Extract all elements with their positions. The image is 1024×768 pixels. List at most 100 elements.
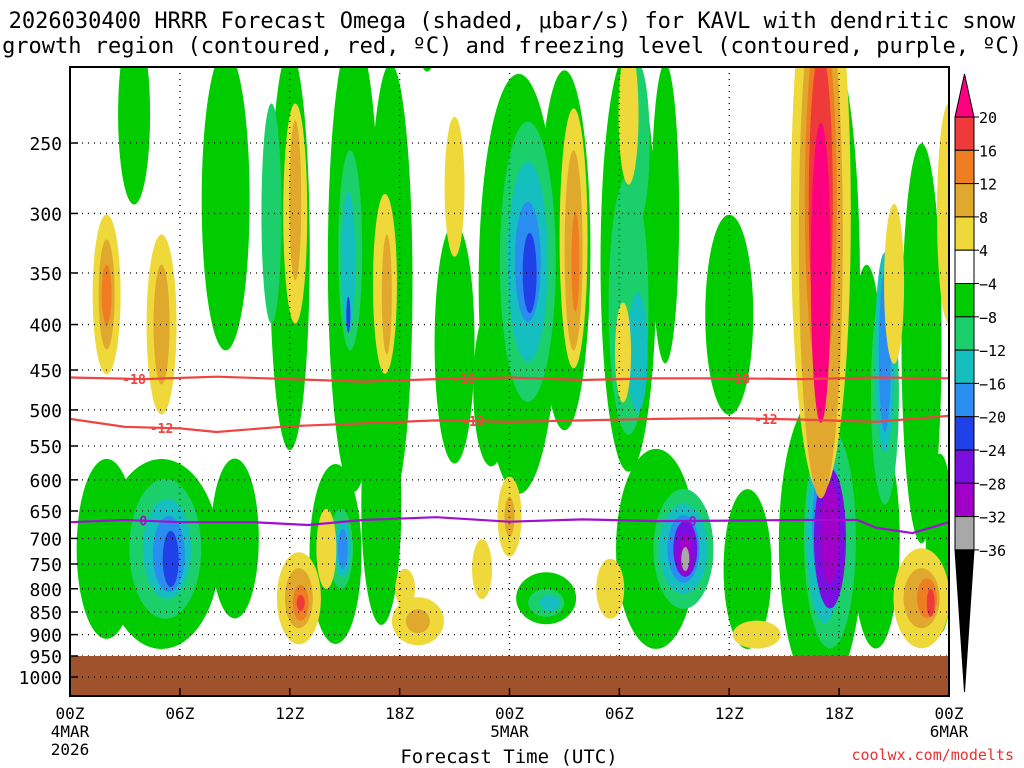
y-tick-label: 550 xyxy=(29,437,62,458)
descent-weak xyxy=(316,508,337,589)
ascent-weak xyxy=(118,67,151,205)
x-tick-date: 4MAR xyxy=(51,722,90,741)
colorbar-swatch xyxy=(954,349,975,384)
colorbar-label: −20 xyxy=(979,409,1006,427)
y-tick-label: 800 xyxy=(29,580,62,601)
colorbar-label: 20 xyxy=(979,109,997,127)
ascent-stronger xyxy=(337,528,348,569)
colorbar-swatch xyxy=(954,516,975,551)
ascent-weak xyxy=(473,306,510,467)
descent-weak xyxy=(618,67,639,185)
colorbar-swatch xyxy=(954,116,975,151)
contour-label: 0 xyxy=(139,515,147,530)
x-tick-label: 00Z xyxy=(56,704,85,723)
colorbar-label: −4 xyxy=(979,276,997,294)
y-tick-label: 250 xyxy=(29,134,62,155)
credit-text: coolwx.com/modelts xyxy=(851,746,1014,764)
descent-strong xyxy=(101,264,112,325)
contour-label: -18 xyxy=(122,373,146,388)
ascent-weak xyxy=(307,0,327,51)
colorbar-label: 16 xyxy=(979,142,997,160)
colorbar-label: −12 xyxy=(979,342,1006,360)
colorbar-swatch xyxy=(954,249,975,284)
contour-label: 0 xyxy=(689,515,697,530)
y-tick-label: 450 xyxy=(29,361,62,382)
y-tick-label: 1000 xyxy=(19,668,62,689)
y-tick-label: 600 xyxy=(29,471,62,492)
y-tick-label: 300 xyxy=(29,204,62,225)
contour-label: -18 xyxy=(727,372,751,387)
colorbar-label: 12 xyxy=(979,176,997,194)
ascent-moderate xyxy=(261,103,282,324)
colorbar-swatch xyxy=(954,482,975,518)
colorbar-swatch xyxy=(954,216,975,251)
descent-moderate xyxy=(289,120,302,281)
contour-label: -12 xyxy=(461,415,484,430)
colorbar-swatch-above-20 xyxy=(954,73,975,118)
y-tick-label: 700 xyxy=(29,529,62,550)
ascent-strong xyxy=(627,292,648,413)
y-axis: 250 300 350 400 450 500 550 600 650 700 750 8008509… xyxy=(19,134,78,689)
ascent-weak xyxy=(210,458,259,619)
x-tick-label: 06Z xyxy=(165,704,194,723)
colorbar-label: 4 xyxy=(979,242,988,260)
descent-weak xyxy=(884,203,905,364)
colorbar-label: −32 xyxy=(979,509,1006,527)
omega-shading xyxy=(76,0,949,694)
colorbar-label: 8 xyxy=(979,209,988,227)
x-tick-label: 12Z xyxy=(275,704,304,723)
x-tick-label: 00Z xyxy=(935,704,964,723)
descent-strong xyxy=(571,211,580,312)
colorbar-label: −28 xyxy=(979,475,1006,493)
y-tick-label: 850 xyxy=(29,603,62,624)
colorbar-label: −8 xyxy=(979,309,997,327)
colorbar-swatch xyxy=(954,416,975,451)
y-tick-label: 650 xyxy=(29,502,62,523)
y-tick-label: 400 xyxy=(29,316,62,337)
ascent-weak xyxy=(434,223,475,464)
descent-stronger xyxy=(296,594,305,611)
ascent-strong xyxy=(539,594,560,611)
x-tick-date: 6MAR xyxy=(930,722,969,741)
ascent-weak xyxy=(723,489,772,650)
colorbar-swatch xyxy=(954,183,975,218)
ascent-max xyxy=(162,531,179,588)
omega-colorbar: 20 16 12 8 4 −4 −8 −12 −16 −20 −24 −28 −32 −36 xyxy=(954,73,1006,693)
colorbar-swatch xyxy=(954,149,975,185)
ascent-strong xyxy=(341,191,356,332)
descent-moderate xyxy=(153,264,170,385)
ascent-weak xyxy=(201,67,250,351)
x-tick-label: 06Z xyxy=(605,704,634,723)
descent-weak xyxy=(615,302,632,403)
contour-line xyxy=(70,516,949,535)
colorbar-swatch xyxy=(954,283,975,318)
ascent-weak xyxy=(651,67,680,364)
ascent-peak xyxy=(681,547,690,572)
ascent-weak xyxy=(901,143,942,544)
chart-title-line2: growth region (contoured, red, ºC) and f… xyxy=(2,34,1022,59)
colorbar-swatch xyxy=(954,316,975,351)
ascent-weak xyxy=(79,0,115,61)
ascent-max xyxy=(522,233,537,313)
descent-weak xyxy=(444,116,465,257)
y-tick-label: 350 xyxy=(29,264,62,285)
colorbar-swatch xyxy=(954,382,975,418)
x-tick-year: 2026 xyxy=(51,740,90,759)
x-tick-label: 18Z xyxy=(385,704,414,723)
descent-weak xyxy=(472,539,493,600)
colorbar-label: −36 xyxy=(979,542,1006,560)
contour-label: -12 xyxy=(754,413,777,428)
descent-moderate xyxy=(405,609,430,634)
temperature-contours: -18 -18 -18 -12 -12 -12 0 0 xyxy=(70,372,949,678)
x-tick-date: 5MAR xyxy=(490,722,529,741)
y-tick-label: 900 xyxy=(29,626,62,647)
y-tick-label: 500 xyxy=(29,401,62,422)
contour-line xyxy=(70,414,949,434)
contour-label: -18 xyxy=(452,373,476,388)
descent-weak xyxy=(732,620,781,649)
colorbar-label: −16 xyxy=(979,375,1006,393)
chart-title-line1: 2026030400 HRRR Forecast Omega (shaded, … xyxy=(8,9,1016,34)
y-tick-label: 750 xyxy=(29,555,62,576)
